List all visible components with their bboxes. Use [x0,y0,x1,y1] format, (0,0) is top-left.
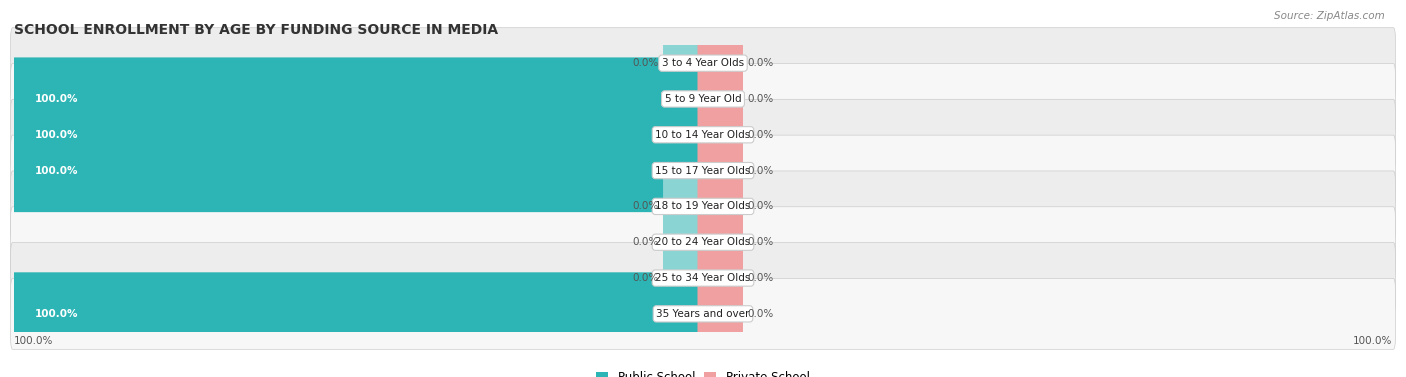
FancyBboxPatch shape [697,57,742,141]
FancyBboxPatch shape [11,63,1395,135]
Text: 0.0%: 0.0% [631,58,658,68]
FancyBboxPatch shape [8,129,709,212]
FancyBboxPatch shape [11,28,1395,99]
FancyBboxPatch shape [11,171,1395,242]
Text: 100.0%: 100.0% [35,130,79,140]
FancyBboxPatch shape [664,165,709,248]
Text: Source: ZipAtlas.com: Source: ZipAtlas.com [1274,11,1385,21]
Text: 15 to 17 Year Olds: 15 to 17 Year Olds [655,166,751,176]
Text: 0.0%: 0.0% [748,58,775,68]
Legend: Public School, Private School: Public School, Private School [592,366,814,377]
Text: 25 to 34 Year Olds: 25 to 34 Year Olds [655,273,751,283]
Text: SCHOOL ENROLLMENT BY AGE BY FUNDING SOURCE IN MEDIA: SCHOOL ENROLLMENT BY AGE BY FUNDING SOUR… [14,23,498,37]
Text: 10 to 14 Year Olds: 10 to 14 Year Olds [655,130,751,140]
Text: 0.0%: 0.0% [748,201,775,211]
FancyBboxPatch shape [8,93,709,176]
Text: 18 to 19 Year Olds: 18 to 19 Year Olds [655,201,751,211]
Text: 0.0%: 0.0% [748,130,775,140]
Text: 0.0%: 0.0% [748,309,775,319]
Text: 5 to 9 Year Old: 5 to 9 Year Old [665,94,741,104]
FancyBboxPatch shape [11,207,1395,278]
Text: 0.0%: 0.0% [631,273,658,283]
FancyBboxPatch shape [697,201,742,284]
FancyBboxPatch shape [697,93,742,176]
Text: 0.0%: 0.0% [748,166,775,176]
Text: 3 to 4 Year Olds: 3 to 4 Year Olds [662,58,744,68]
Text: 0.0%: 0.0% [631,237,658,247]
FancyBboxPatch shape [11,242,1395,314]
FancyBboxPatch shape [8,272,709,356]
FancyBboxPatch shape [697,129,742,212]
Text: 0.0%: 0.0% [748,237,775,247]
FancyBboxPatch shape [11,278,1395,349]
Text: 100.0%: 100.0% [35,166,79,176]
FancyBboxPatch shape [11,135,1395,206]
Text: 0.0%: 0.0% [631,201,658,211]
Text: 100.0%: 100.0% [1353,336,1392,346]
FancyBboxPatch shape [8,57,709,141]
FancyBboxPatch shape [664,201,709,284]
Text: 100.0%: 100.0% [14,336,53,346]
Text: 100.0%: 100.0% [35,94,79,104]
FancyBboxPatch shape [697,272,742,356]
Text: 35 Years and over: 35 Years and over [657,309,749,319]
FancyBboxPatch shape [664,236,709,320]
Text: 0.0%: 0.0% [748,273,775,283]
FancyBboxPatch shape [664,21,709,105]
Text: 100.0%: 100.0% [35,309,79,319]
FancyBboxPatch shape [11,99,1395,170]
Text: 0.0%: 0.0% [748,94,775,104]
FancyBboxPatch shape [697,21,742,105]
FancyBboxPatch shape [697,236,742,320]
FancyBboxPatch shape [697,165,742,248]
Text: 20 to 24 Year Olds: 20 to 24 Year Olds [655,237,751,247]
